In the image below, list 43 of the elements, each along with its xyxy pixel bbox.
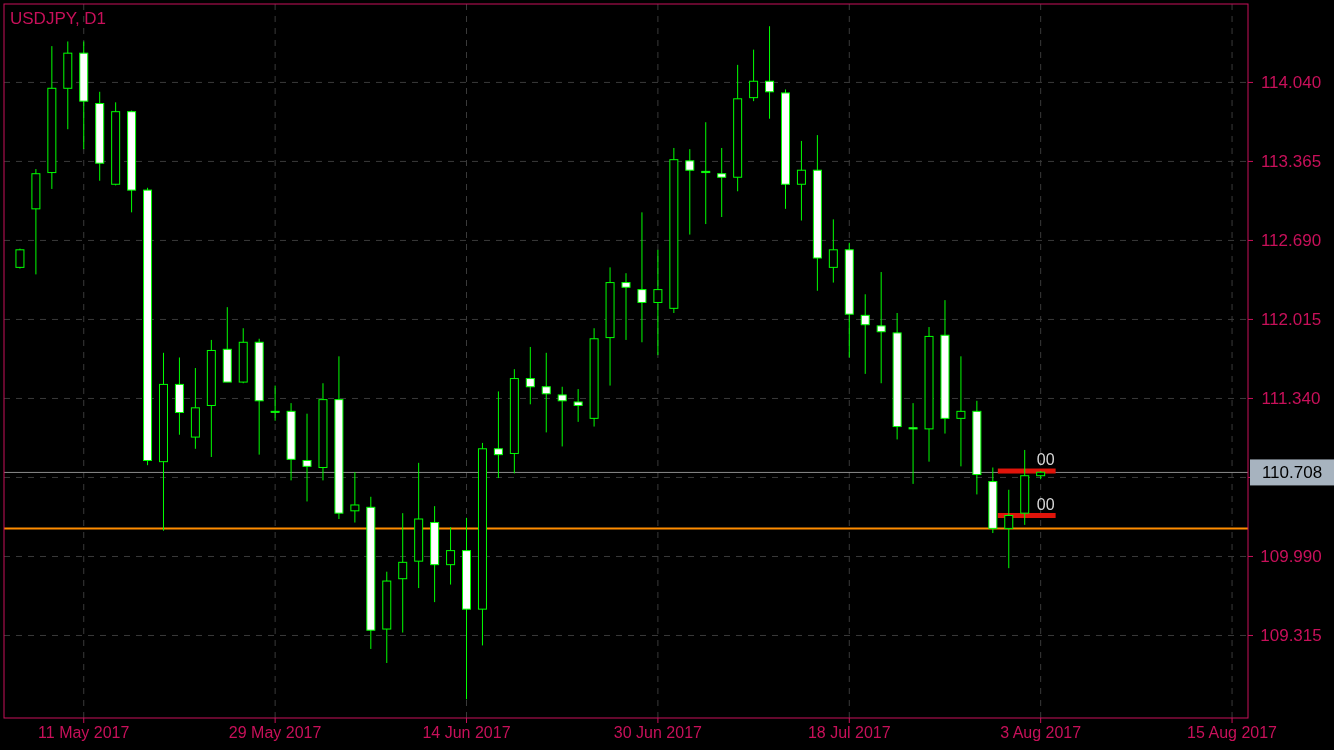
candlestick — [717, 147, 727, 218]
x-tick-label: 11 May 2017 — [38, 724, 130, 741]
candlestick — [573, 388, 583, 423]
candlestick — [637, 211, 647, 343]
x-tick-label: 3 Aug 2017 — [1000, 724, 1082, 741]
y-tick-label: 112.690 — [1260, 231, 1322, 251]
candlestick — [749, 49, 759, 102]
candlestick — [701, 121, 711, 225]
candlestick — [956, 355, 966, 467]
candlestick — [860, 293, 870, 375]
y-tick-label: 113.365 — [1260, 152, 1322, 172]
candlestick — [525, 346, 535, 405]
y-tick-label: 112.015 — [1260, 310, 1322, 330]
annotation: 00 — [1036, 451, 1055, 469]
candlestick — [493, 390, 503, 479]
candlestick — [908, 402, 918, 485]
annotation: 00 — [1036, 495, 1055, 513]
candlestick — [302, 413, 312, 502]
candlestick — [557, 386, 567, 447]
y-tick-label: 109.315 — [1260, 626, 1322, 646]
candlestick — [765, 25, 775, 120]
x-tick-label: 29 May 2017 — [228, 724, 322, 741]
candlestick — [621, 272, 631, 341]
x-tick-label: 30 Jun 2017 — [613, 724, 703, 741]
x-tick-label: 18 Jul 2017 — [807, 724, 891, 741]
candlestick — [796, 140, 806, 222]
candlestick — [685, 148, 695, 236]
x-tick-label: 14 Jun 2017 — [422, 724, 511, 741]
chart-title: USDJPY, D1 — [10, 9, 107, 28]
candlestick — [1004, 489, 1014, 569]
candlestick — [270, 385, 280, 422]
candlestick — [653, 249, 663, 356]
candlestick — [446, 526, 456, 586]
candlestick — [398, 512, 408, 634]
candlestick — [876, 271, 886, 384]
x-tick-label: 15 Aug 2017 — [1187, 724, 1278, 741]
candlestick — [541, 352, 551, 433]
y-tick-label: 109.990 — [1260, 547, 1322, 567]
candlestick — [828, 218, 838, 284]
y-tick-label: 114.040 — [1260, 73, 1322, 93]
ref-line-label: 110.708 — [1261, 463, 1323, 483]
candlestick — [350, 471, 360, 524]
y-tick-label: 111.340 — [1261, 389, 1321, 409]
